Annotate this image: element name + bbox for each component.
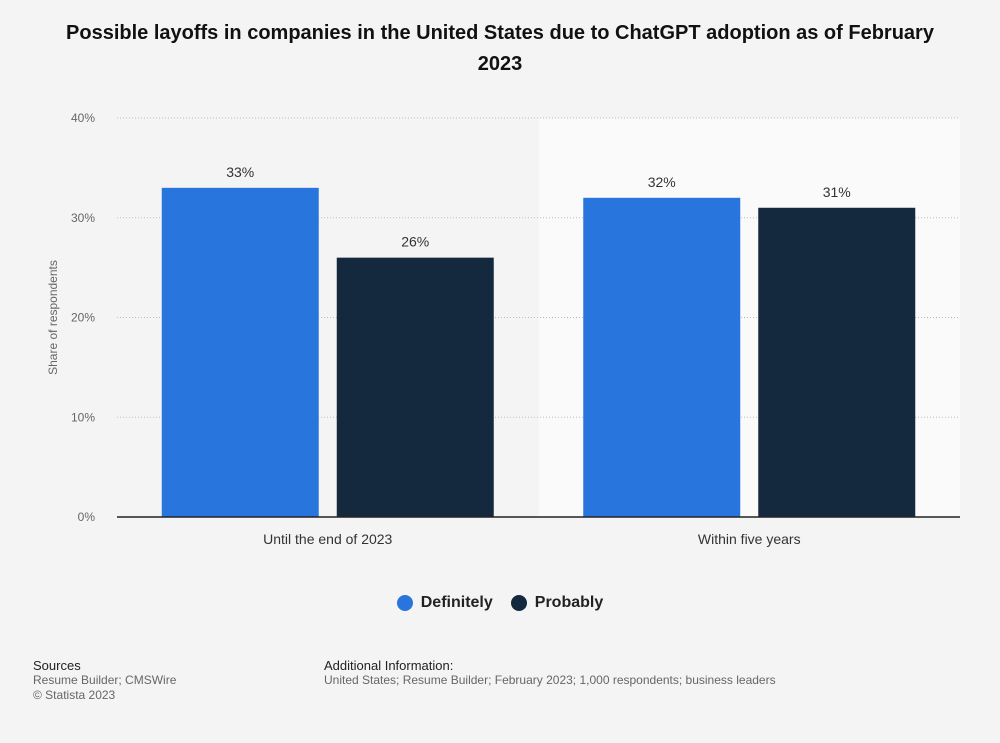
bar-chart: 0% 10% 20% 30% 40% Share of respondents 33% 26%… xyxy=(46,111,960,547)
additional-info-text: United States; Resume Builder; February … xyxy=(324,673,776,687)
y-tick-label: 0% xyxy=(78,510,96,524)
x-tick-label: Within five years xyxy=(698,531,801,547)
y-tick-label: 20% xyxy=(71,311,95,325)
y-tick-label: 10% xyxy=(71,410,95,424)
chart-legend: Definitely Probably xyxy=(0,594,1000,612)
data-label: 31% xyxy=(823,184,851,200)
legend-item-definitely[interactable]: Definitely xyxy=(396,594,493,612)
y-tick-label: 40% xyxy=(71,111,95,125)
legend-marker-probably xyxy=(510,595,527,611)
data-label: 33% xyxy=(226,164,254,180)
sources-text: Resume Builder; CMSWire xyxy=(33,673,177,687)
chart-title: Possible layoffs in companies in the Uni… xyxy=(66,22,934,75)
y-axis-label: Share of respondents xyxy=(46,260,60,375)
additional-info-heading[interactable]: Additional Information: xyxy=(324,658,454,673)
bar-definitely xyxy=(161,187,319,517)
data-label: 32% xyxy=(648,174,676,190)
bar-probably xyxy=(336,257,494,517)
bar-definitely xyxy=(583,197,741,518)
additional-info-block: Additional Information: United States; R… xyxy=(324,658,776,688)
legend-marker-definitely xyxy=(396,595,413,611)
sources-heading[interactable]: Sources xyxy=(33,658,81,673)
legend-label-probably: Probably xyxy=(534,594,604,611)
bar-probably xyxy=(758,207,916,517)
sources-block: Sources Resume Builder; CMSWire © Statis… xyxy=(33,658,176,703)
x-tick-label: Until the end of 2023 xyxy=(263,531,392,547)
data-label: 26% xyxy=(401,234,429,250)
y-tick-label: 30% xyxy=(71,211,95,225)
copyright-text: © Statista 2023 xyxy=(33,688,116,702)
legend-label-definitely: Definitely xyxy=(420,594,493,611)
legend-item-probably[interactable]: Probably xyxy=(510,594,604,612)
